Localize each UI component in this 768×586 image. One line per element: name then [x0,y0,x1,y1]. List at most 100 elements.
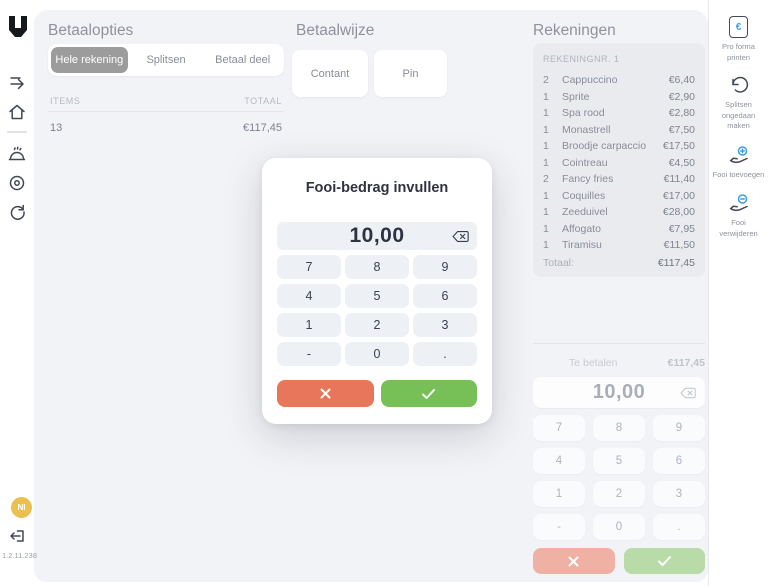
amount-due-value: €117,45 [667,357,705,369]
item-qty: 1 [543,90,549,103]
tip-amount-input[interactable]: 10,00 [277,222,477,250]
pin-button[interactable]: Pin [374,50,447,97]
bill-total-value: €117,45 [657,256,695,269]
item-price: €28,00 [662,206,695,218]
action-label: Fooi toevoegen [712,169,765,179]
key-4[interactable]: 4 [277,284,341,308]
bill-item-row: 1 Tiramisu €11,50 [543,237,695,254]
tab-splitsen[interactable]: Splitsen [146,54,186,66]
bill-total-label: Totaal: [543,256,574,269]
tab-betaal-deel[interactable]: Betaal deel [215,54,271,66]
service-bell-icon[interactable] [7,145,27,165]
pro-forma-print-action[interactable]: € Pro forma printen [713,16,765,63]
item-price: €11,50 [663,239,695,251]
total-column-header: TOTAAL [244,96,282,106]
key-9[interactable]: 9 [413,255,477,279]
item-qty: 1 [543,107,549,119]
payment-cancel-button[interactable] [533,548,615,574]
item-qty: 2 [543,173,549,185]
pay-panel-divider [533,343,705,344]
key-dot[interactable]: . [413,342,477,366]
key-9[interactable]: 9 [653,415,705,441]
payment-amount-input[interactable]: 10,00 [533,377,705,408]
left-sidebar: Nl 1.2.11.238 [0,0,37,586]
cash-button[interactable]: Contant [292,50,368,97]
key-3[interactable]: 3 [653,481,705,507]
item-qty: 1 [543,239,549,251]
key-5[interactable]: 5 [345,284,409,308]
key-0[interactable]: 0 [593,514,645,540]
item-name: Coquilles [562,189,606,202]
remove-tip-action[interactable]: Fooi verwijderen [713,193,765,239]
undo-split-action[interactable]: Splitsen ongedaan maken [713,76,765,132]
bill-item-row: 2 Cappuccino €6,40 [543,72,695,89]
key-8[interactable]: 8 [345,255,409,279]
tip-dialog-title: Fooi-bedrag invullen [305,180,449,196]
item-price: €17,50 [662,140,695,152]
item-qty: 1 [543,189,549,202]
tip-amount-value: 10,00 [349,224,405,247]
tip-confirm-button[interactable] [380,380,477,407]
item-name: Spa rood [562,107,605,119]
item-name: Cointreau [562,156,608,169]
backspace-icon[interactable] [680,387,696,399]
main-panel: Betaalopties Hele rekening Splitsen Beta… [34,10,708,582]
tab-hele-rekening[interactable]: Hele rekening [51,47,128,73]
key-dot[interactable]: . [653,514,705,540]
key-7[interactable]: 7 [533,415,585,441]
action-label: Splitsen ongedaan maken [721,100,756,130]
key-4[interactable]: 4 [533,448,585,474]
item-qty: 2 [543,74,549,86]
key-6[interactable]: 6 [653,448,705,474]
key-7[interactable]: 7 [277,255,341,279]
logout-icon[interactable] [8,527,26,545]
key-3[interactable]: 3 [413,313,477,337]
undo-icon [728,76,749,96]
key-minus[interactable]: - [277,342,341,366]
payment-amount-value: 10,00 [592,381,646,403]
backspace-icon[interactable] [452,230,469,243]
language-badge[interactable]: Nl [11,497,32,518]
bill-item-row: 1 Zeeduivel €28,00 [543,204,695,221]
payment-confirm-button[interactable] [623,548,705,574]
amount-due-row: Te betalen €117,45 [533,357,705,369]
items-count: 13 [50,122,63,134]
action-label: Fooi verwijderen [719,218,758,238]
items-total: €117,45 [243,122,282,134]
euro-receipt-icon: € [729,16,748,38]
orders-arrow-icon[interactable] [7,70,29,92]
bill-card: REKENINGNR. 1 2 Cappuccino €6,40 1 Sprite €2… [533,43,705,277]
bills-title: Rekeningen [533,22,616,39]
key-5[interactable]: 5 [593,448,645,474]
key-0[interactable]: 0 [345,342,409,366]
bill-item-row: 2 Fancy fries €11,40 [543,171,695,188]
payment-methods-title: Betaalwijze [296,22,375,39]
home-icon[interactable] [7,102,27,122]
bill-item-row: 1 Monastrell €7,50 [543,122,695,139]
item-price: €17,00 [662,189,695,202]
item-name: Cappuccino [562,74,618,86]
key-2[interactable]: 2 [345,313,409,337]
item-qty: 1 [543,222,549,235]
key-2[interactable]: 2 [593,481,645,507]
refresh-icon[interactable] [7,201,27,221]
items-table-header: ITEMS TOTAAL [50,96,282,106]
bill-item-row: 1 Spa rood €2,80 [543,105,695,122]
item-name: Fancy fries [562,173,614,185]
item-price: €4,50 [668,156,695,169]
item-qty: 1 [543,156,549,169]
amount-due-label: Te betalen [569,357,618,369]
items-table-row[interactable]: 13 €117,45 [50,122,282,134]
add-tip-action[interactable]: Fooi toevoegen [713,145,765,181]
key-1[interactable]: 1 [277,313,341,337]
bill-item-row: 1 Coquilles €17,00 [543,188,695,205]
key-6[interactable]: 6 [413,284,477,308]
eye-icon[interactable] [7,173,27,193]
item-name: Sprite [562,90,590,103]
item-price: €7,50 [668,123,695,136]
tip-cancel-button[interactable] [277,380,374,407]
key-minus[interactable]: - [533,514,585,540]
key-1[interactable]: 1 [533,481,585,507]
key-8[interactable]: 8 [593,415,645,441]
payment-options-title: Betaalopties [48,22,134,39]
